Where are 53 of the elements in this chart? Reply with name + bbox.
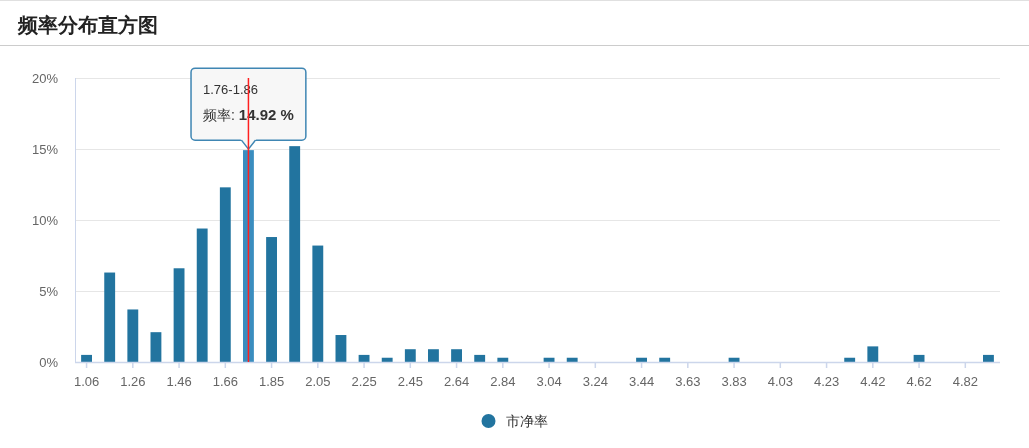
bar: [266, 237, 277, 362]
bar: [474, 354, 486, 362]
y-tick-label: 15%: [31, 141, 59, 157]
bar: [150, 332, 162, 362]
chart-title: 频率分布直方图: [17, 14, 158, 36]
bar: [219, 187, 231, 362]
bar: [913, 354, 925, 362]
bar: [497, 357, 509, 362]
x-tick-label: 4.23: [813, 374, 840, 389]
x-tick-label: 4.03: [767, 374, 793, 389]
x-tick-label: 3.04: [536, 374, 562, 389]
bar: [844, 357, 856, 362]
x-tick-label: 3.83: [721, 374, 747, 389]
bar: [659, 357, 671, 362]
bar: [358, 354, 370, 362]
bar: [104, 272, 116, 362]
y-tick-label: 0%: [39, 354, 59, 370]
x-tick-label: 2.64: [443, 374, 470, 389]
bar: [451, 349, 462, 362]
x-tick-label: 3.44: [628, 374, 655, 389]
x-tick-label: 2.05: [305, 374, 331, 389]
bar: [335, 335, 347, 362]
x-tick-label: 4.82: [952, 374, 978, 389]
x-tick-label: 4.42: [860, 374, 886, 389]
bar: [566, 357, 578, 362]
y-tick-label: 20%: [31, 70, 59, 86]
bar: [381, 357, 393, 362]
bar: [404, 349, 416, 362]
bar: [289, 146, 301, 362]
y-tick-label: 10%: [31, 212, 59, 228]
x-tick-label: 2.45: [397, 374, 423, 389]
x-tick-label: 4.62: [906, 374, 932, 389]
bar: [127, 309, 139, 362]
x-tick-label: 3.24: [582, 374, 608, 389]
x-tick-label: 1.26: [120, 374, 146, 389]
bar: [983, 354, 994, 362]
bar: [81, 354, 92, 362]
x-tick-label: 1.66: [212, 374, 238, 389]
bar: [243, 150, 254, 362]
bar: [636, 357, 647, 362]
x-tick-label: 1.06: [73, 374, 100, 389]
x-tick-label: 1.46: [166, 374, 192, 389]
x-tick-label: 2.25: [351, 374, 377, 389]
legend-label: 市净率: [505, 413, 548, 429]
bar: [312, 245, 324, 362]
x-tick-label: 1.85: [258, 374, 285, 389]
bar: [196, 228, 208, 362]
x-tick-label: 3.63: [675, 374, 701, 389]
bar: [428, 349, 439, 362]
bar: [867, 346, 879, 362]
x-tick-label: 2.84: [490, 374, 516, 389]
y-tick-label: 5%: [39, 283, 59, 299]
bar: [173, 268, 185, 362]
